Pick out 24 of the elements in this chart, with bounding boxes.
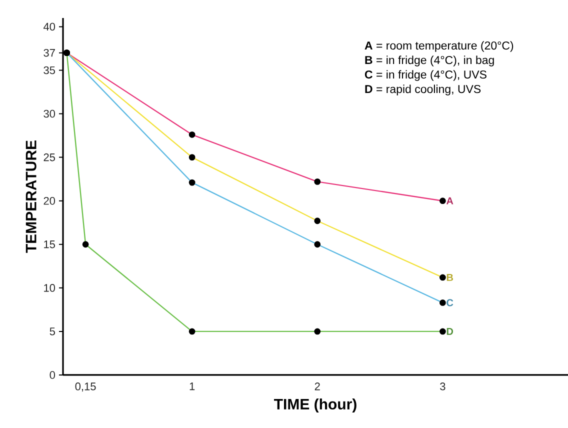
series-label: B xyxy=(446,274,453,281)
annotation: C = in fridge (4°C), UVS xyxy=(364,70,486,81)
y-tick-label: 20 xyxy=(44,196,56,205)
y-tick-label: 0 xyxy=(50,371,56,379)
x-tick-label: 0,15 xyxy=(75,382,96,392)
y-tick-label: 5 xyxy=(50,328,55,336)
series-label: C xyxy=(446,299,454,306)
x-tick-label: 2 xyxy=(314,382,320,390)
annotation: B = in fridge (4°C), in bag xyxy=(365,56,494,66)
y-tick-label: 40 xyxy=(43,22,56,31)
annotation: A = room temperature (20°C) xyxy=(364,41,514,52)
y-axis-title: TEMPERATURE xyxy=(26,140,36,253)
y-tick-label: 35 xyxy=(44,66,55,74)
annotation: D = rapid cooling, UVS xyxy=(365,84,481,96)
y-tick-label: 37 xyxy=(44,48,55,57)
series-label: D xyxy=(446,328,454,335)
x-axis-title: TIME (hour) xyxy=(274,398,356,412)
y-tick-label: 15 xyxy=(44,240,55,248)
y-tick-label: 10 xyxy=(44,284,56,292)
x-tick-label: 3 xyxy=(440,382,446,390)
x-tick-label: 1 xyxy=(190,382,195,390)
y-tick-label: 25 xyxy=(44,153,55,162)
series-label: A xyxy=(446,197,454,204)
y-tick-label: 30 xyxy=(44,110,56,118)
